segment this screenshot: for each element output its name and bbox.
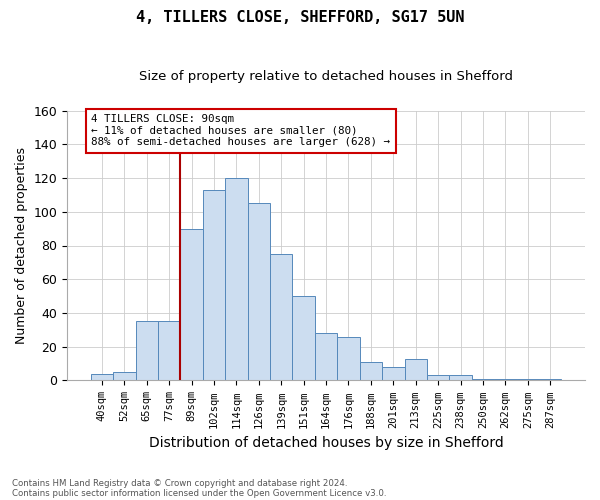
Bar: [539, 379, 562, 380]
Bar: [203, 190, 225, 380]
Bar: [181, 228, 203, 380]
Bar: [427, 376, 449, 380]
Bar: [517, 379, 539, 380]
Bar: [472, 379, 494, 380]
Bar: [404, 358, 427, 380]
Bar: [449, 376, 472, 380]
X-axis label: Distribution of detached houses by size in Shefford: Distribution of detached houses by size …: [149, 436, 503, 450]
Text: Contains HM Land Registry data © Crown copyright and database right 2024.: Contains HM Land Registry data © Crown c…: [12, 478, 347, 488]
Text: 4, TILLERS CLOSE, SHEFFORD, SG17 5UN: 4, TILLERS CLOSE, SHEFFORD, SG17 5UN: [136, 10, 464, 25]
Text: 4 TILLERS CLOSE: 90sqm
← 11% of detached houses are smaller (80)
88% of semi-det: 4 TILLERS CLOSE: 90sqm ← 11% of detached…: [91, 114, 390, 147]
Bar: [248, 204, 270, 380]
Bar: [360, 362, 382, 380]
Bar: [382, 367, 404, 380]
Bar: [113, 372, 136, 380]
Bar: [494, 379, 517, 380]
Title: Size of property relative to detached houses in Shefford: Size of property relative to detached ho…: [139, 70, 513, 83]
Bar: [158, 322, 181, 380]
Bar: [270, 254, 292, 380]
Bar: [136, 322, 158, 380]
Bar: [225, 178, 248, 380]
Y-axis label: Number of detached properties: Number of detached properties: [15, 147, 28, 344]
Bar: [91, 374, 113, 380]
Text: Contains public sector information licensed under the Open Government Licence v3: Contains public sector information licen…: [12, 488, 386, 498]
Bar: [315, 333, 337, 380]
Bar: [337, 336, 360, 380]
Bar: [292, 296, 315, 380]
